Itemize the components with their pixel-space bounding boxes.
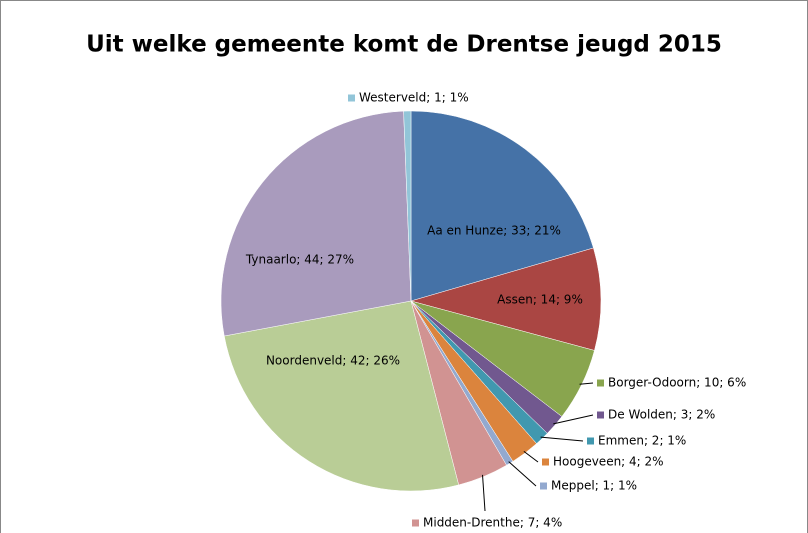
leader-line bbox=[523, 450, 539, 463]
data-label: De Wolden; 3; 2% bbox=[608, 408, 715, 422]
leader-line bbox=[540, 436, 584, 442]
pie-slice bbox=[220, 110, 412, 337]
pie-slice bbox=[410, 247, 602, 351]
label-key bbox=[542, 458, 549, 466]
label-key bbox=[540, 482, 547, 490]
leader-line bbox=[553, 414, 594, 425]
data-label: Tynaarlo; 44; 27% bbox=[245, 253, 354, 267]
label-key bbox=[587, 437, 594, 445]
pie-slice bbox=[403, 110, 412, 302]
leader-line bbox=[579, 382, 594, 385]
label-key bbox=[597, 411, 604, 419]
pie-slice bbox=[410, 110, 594, 302]
label-key bbox=[348, 94, 355, 102]
leader-line bbox=[508, 461, 537, 487]
data-label: Meppel; 1; 1% bbox=[551, 479, 637, 493]
data-label: Assen; 14; 9% bbox=[497, 293, 583, 307]
data-label: Borger-Odoorn; 10; 6% bbox=[608, 376, 746, 390]
data-label: Hoogeveen; 4; 2% bbox=[553, 455, 664, 469]
data-label: Noordenveld; 42; 26% bbox=[266, 354, 400, 368]
leader-line bbox=[482, 474, 486, 512]
label-key bbox=[412, 519, 419, 527]
data-label: Westerveld; 1; 1% bbox=[359, 91, 469, 105]
pie-slice bbox=[223, 300, 459, 492]
label-key bbox=[597, 379, 604, 387]
chart-title: Uit welke gemeente komt de Drentse jeugd… bbox=[86, 32, 722, 58]
data-label: Emmen; 2; 1% bbox=[598, 434, 686, 448]
data-label: Aa en Hunze; 33; 21% bbox=[427, 224, 561, 238]
data-label: Midden-Drenthe; 7; 4% bbox=[423, 516, 562, 530]
